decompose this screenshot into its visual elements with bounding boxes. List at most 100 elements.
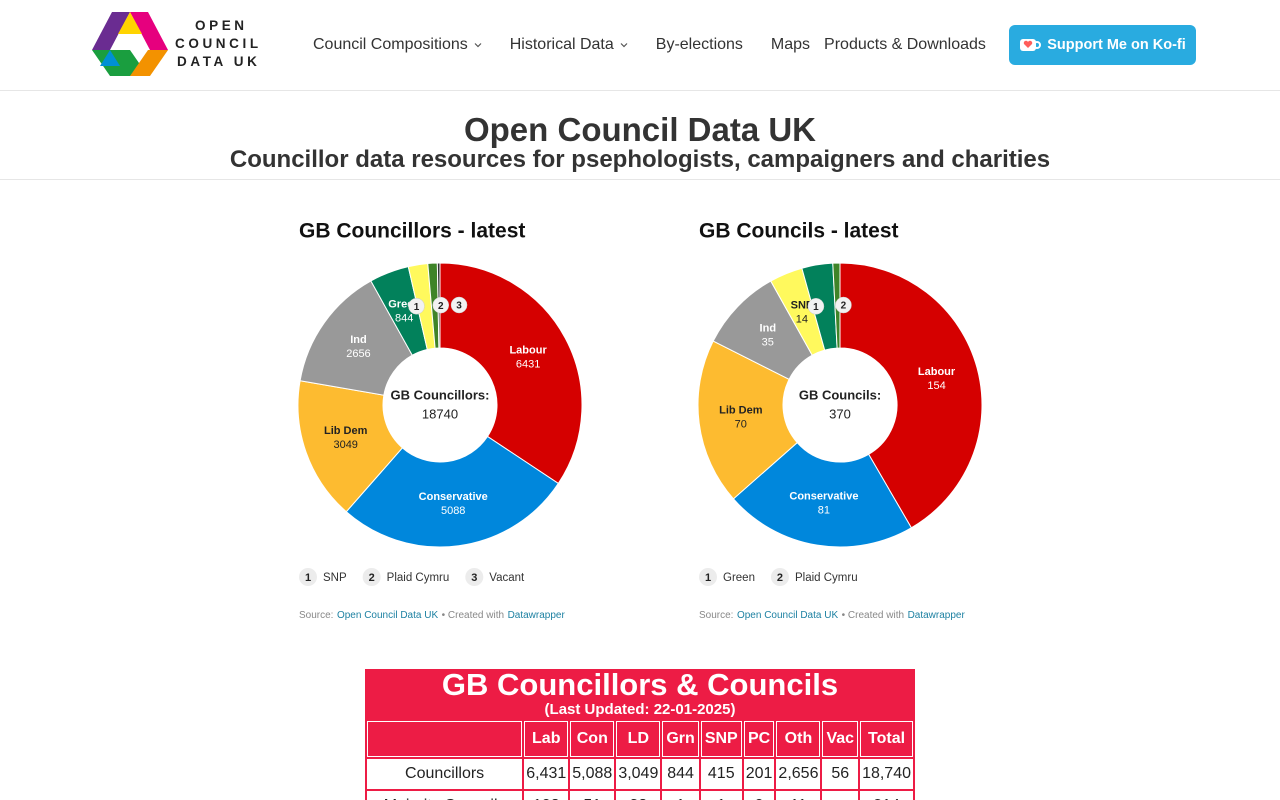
cell: 214 bbox=[860, 791, 913, 800]
key-badge-label: 1 bbox=[414, 302, 420, 313]
cell: 844 bbox=[662, 759, 699, 789]
slice-label: Labour bbox=[509, 345, 547, 357]
kofi-button[interactable]: Support Me on Ko-fi bbox=[1009, 25, 1196, 65]
charts: GB Councillors - latest Labour 6431 Conserv… bbox=[297, 220, 983, 621]
source-part: Datawrapper bbox=[908, 610, 966, 621]
key-badge bbox=[450, 296, 468, 314]
logo-icon bbox=[92, 12, 168, 76]
slice-value: 70 bbox=[735, 419, 747, 431]
slice-label: Lib Dem bbox=[719, 405, 763, 417]
column-header: Lab bbox=[524, 721, 569, 757]
nav-link-label: Council Compositions bbox=[313, 36, 468, 53]
nav-link-label: Historical Data bbox=[509, 36, 614, 53]
donut-hole bbox=[384, 349, 496, 461]
slice-label: Ind bbox=[760, 323, 777, 335]
nav-link[interactable]: Historical Data bbox=[510, 36, 628, 54]
center-label: GB Councils: bbox=[799, 387, 881, 402]
column-header: SNP bbox=[700, 721, 742, 757]
slice-label: Lib Dem bbox=[324, 425, 368, 437]
nav-link[interactable]: Maps bbox=[771, 36, 810, 54]
source-part: Datawrapper bbox=[508, 610, 566, 621]
nav-link[interactable]: By-elections bbox=[656, 36, 743, 54]
nav-link-label: Products & Downloads bbox=[824, 36, 986, 53]
column-header bbox=[367, 721, 523, 757]
source-part: Source: bbox=[299, 610, 333, 621]
slice-label: Ind bbox=[350, 334, 367, 346]
cell: 56 bbox=[822, 759, 859, 789]
key-badge-label: 2 bbox=[438, 301, 444, 312]
table-title: GB Councillors & Councils bbox=[441, 669, 839, 702]
center-value: 370 bbox=[829, 406, 851, 421]
slice-label: Conservative bbox=[789, 491, 858, 503]
slice bbox=[345, 435, 560, 548]
key-badge bbox=[807, 298, 825, 315]
nav-link[interactable]: Council Compositions bbox=[313, 36, 482, 54]
slice-value: 35 bbox=[762, 337, 774, 349]
source-part: • Created with bbox=[842, 610, 904, 621]
cell: 108 bbox=[524, 791, 569, 800]
nav-link-label: Maps bbox=[770, 36, 811, 53]
legend-badge bbox=[362, 568, 381, 586]
source-part: Open Council Data UK bbox=[737, 610, 838, 621]
row-label: Councillors bbox=[367, 759, 523, 789]
cell: 2,656 bbox=[776, 759, 821, 789]
column-header: Con bbox=[570, 721, 615, 757]
cell: 1 bbox=[700, 791, 742, 800]
chart-title: GB Councils - latest bbox=[699, 220, 899, 243]
table-row: Councillors 6,431 5,088 3,049 844 415 201 2,656… bbox=[367, 759, 913, 789]
source-part: Open Council Data UK bbox=[337, 610, 438, 621]
column-header: Oth bbox=[776, 721, 821, 757]
chevron bbox=[474, 43, 482, 48]
cell: 201 bbox=[743, 759, 775, 789]
table-subtitle: (Last Updated: 22-01-2025) bbox=[544, 701, 736, 718]
column-header: PC bbox=[743, 721, 775, 757]
cell: 0 bbox=[743, 791, 775, 800]
cell: 6,431 bbox=[524, 759, 569, 789]
source-part: • Created with bbox=[442, 610, 504, 621]
cell: 3,049 bbox=[616, 759, 661, 789]
nav-link-label: By-elections bbox=[655, 36, 743, 53]
legend-key: 3 bbox=[471, 572, 477, 584]
summary-table: GB Councillors & Councils (Last Updated:… bbox=[365, 669, 915, 800]
page-title: Open Council Data UK bbox=[463, 111, 817, 148]
table-row: Majority Councils108513811011214 bbox=[367, 791, 913, 800]
logo-line: OPEN bbox=[195, 18, 248, 33]
slice bbox=[839, 262, 983, 529]
slice-value: 6431 bbox=[516, 359, 540, 371]
row-label: Majority Councils bbox=[367, 791, 523, 800]
column-header: LD bbox=[616, 721, 661, 757]
chevron-path bbox=[620, 43, 628, 48]
slice-value: 5088 bbox=[441, 505, 465, 517]
source-part: Source: bbox=[699, 610, 733, 621]
slice-value: 81 bbox=[818, 505, 830, 517]
legend-badge bbox=[299, 568, 317, 586]
legend-label: Green bbox=[723, 572, 755, 584]
slice-label: Labour bbox=[918, 366, 956, 378]
legend-label: Plaid Cymru bbox=[387, 572, 450, 584]
cell bbox=[822, 791, 859, 800]
column-header: Total bbox=[860, 721, 913, 757]
key-badge-label: 1 bbox=[813, 302, 819, 313]
key-badge bbox=[432, 296, 450, 314]
kofi-label: Support Me on Ko-fi bbox=[1047, 37, 1186, 53]
slice-value: 154 bbox=[927, 380, 945, 392]
key-badge bbox=[408, 297, 425, 315]
legend-badge bbox=[465, 568, 484, 586]
center-value: 18740 bbox=[422, 406, 458, 421]
legend-key: 2 bbox=[777, 572, 783, 584]
cell: 38 bbox=[616, 791, 661, 800]
logo-line: COUNCIL bbox=[175, 36, 262, 51]
legend-label: Plaid Cymru bbox=[795, 572, 858, 584]
slice bbox=[697, 340, 798, 500]
key-badge-label: 2 bbox=[841, 301, 847, 312]
legend-badge bbox=[770, 568, 789, 586]
logo-text: OPEN COUNCIL DATA UK bbox=[175, 17, 262, 71]
legend-key: 1 bbox=[305, 572, 311, 584]
slice-value: 844 bbox=[395, 313, 413, 325]
slice-value: 14 bbox=[796, 313, 808, 325]
nav-links: Council Compositions Historical Data By-el… bbox=[313, 25, 1000, 65]
nav-link[interactable]: Products & Downloads bbox=[824, 36, 986, 54]
legend-key: 2 bbox=[369, 572, 375, 584]
center-label: GB Councillors: bbox=[391, 387, 490, 402]
